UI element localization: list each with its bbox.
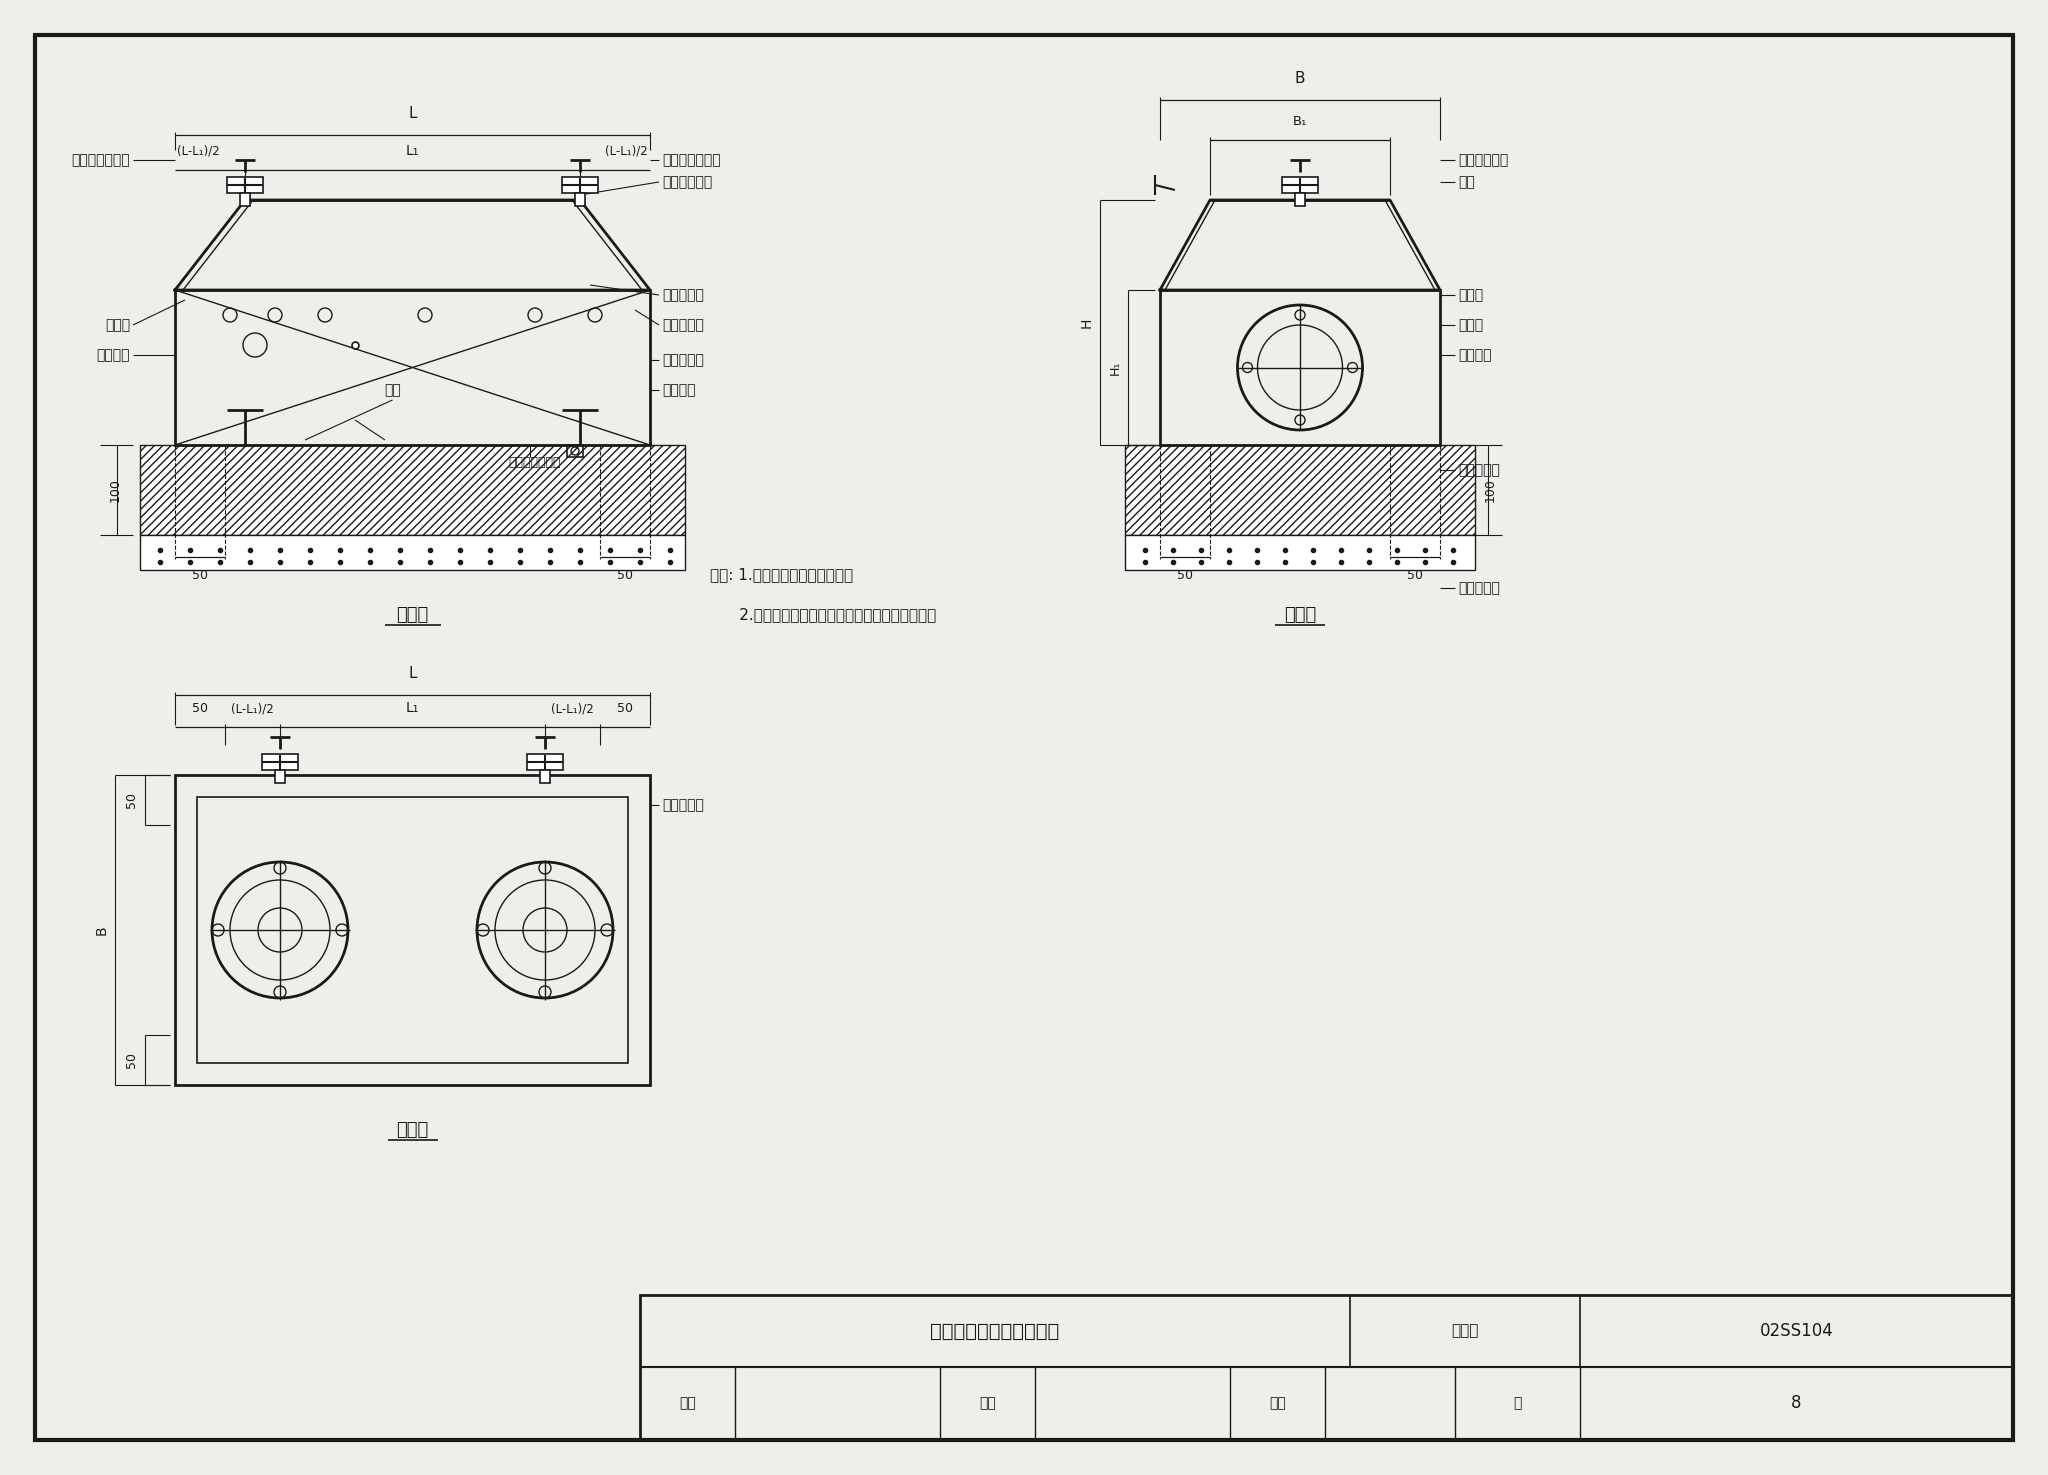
Text: 计时器: 计时器 — [104, 319, 129, 332]
Text: 设计: 设计 — [1270, 1397, 1286, 1410]
Text: 02SS104: 02SS104 — [1759, 1322, 1833, 1339]
Text: 进（出）水口: 进（出）水口 — [1458, 153, 1507, 167]
Bar — [1124, 535, 1475, 569]
Text: 平面图: 平面图 — [397, 1121, 428, 1139]
Bar — [1294, 193, 1305, 206]
Text: 50: 50 — [125, 792, 139, 808]
Bar — [526, 754, 563, 770]
Text: 混凝土基础: 混凝土基础 — [1458, 463, 1499, 476]
Text: 50: 50 — [193, 702, 209, 715]
Text: 电控柜: 电控柜 — [1458, 288, 1483, 302]
Bar — [541, 770, 551, 783]
Text: 100: 100 — [109, 478, 121, 502]
Bar — [139, 445, 684, 535]
Text: 电源插座: 电源插座 — [1458, 348, 1491, 361]
Text: (L-L₁)/2: (L-L₁)/2 — [231, 702, 274, 715]
Text: L: L — [408, 106, 416, 121]
Bar — [1282, 177, 1319, 193]
Text: 立面图: 立面图 — [397, 606, 428, 624]
Bar — [174, 774, 649, 1086]
Text: 紫外线消毒器（上向式）: 紫外线消毒器（上向式） — [930, 1322, 1059, 1341]
Text: B: B — [94, 925, 109, 935]
Text: (L-L₁)/2: (L-L₁)/2 — [551, 702, 594, 715]
Text: L: L — [408, 667, 416, 681]
Text: L₁: L₁ — [406, 145, 420, 158]
Text: 地面或楼板: 地面或楼板 — [1458, 581, 1499, 594]
Bar — [1159, 291, 1440, 445]
Text: 取样口、排气口: 取样口、排气口 — [72, 153, 129, 167]
Text: 侧面图: 侧面图 — [1284, 606, 1317, 624]
Text: 电源开关: 电源开关 — [96, 348, 129, 361]
Bar — [274, 770, 285, 783]
Text: 50: 50 — [125, 1052, 139, 1068]
Text: 说明: 1.进出水方向可任意互换。: 说明: 1.进出水方向可任意互换。 — [711, 568, 854, 583]
Text: 图集号: 图集号 — [1452, 1323, 1479, 1338]
Bar — [262, 754, 299, 770]
Text: B: B — [1294, 71, 1305, 86]
Bar — [575, 193, 586, 206]
Text: 50: 50 — [616, 702, 633, 715]
Text: 混凝土基础: 混凝土基础 — [662, 798, 705, 813]
Text: 50: 50 — [1178, 569, 1194, 583]
Text: (L-L₁)/2: (L-L₁)/2 — [176, 145, 219, 158]
Text: 校对: 校对 — [979, 1397, 995, 1410]
Bar — [561, 177, 598, 193]
Text: 保险管: 保险管 — [1458, 319, 1483, 332]
Bar — [1124, 445, 1475, 535]
Text: 2.图中未标注尺寸详见有关生产厂家产品样本。: 2.图中未标注尺寸详见有关生产厂家产品样本。 — [711, 608, 936, 622]
Text: 进（出）水口: 进（出）水口 — [662, 176, 713, 189]
Text: 50: 50 — [193, 569, 209, 583]
Text: 自动控制器: 自动控制器 — [662, 353, 705, 367]
Text: 手动开关: 手动开关 — [662, 384, 696, 397]
Text: B₁: B₁ — [1292, 115, 1307, 128]
Text: 50: 50 — [1407, 569, 1423, 583]
Bar — [567, 445, 584, 457]
Text: H₁: H₁ — [1108, 360, 1122, 375]
Text: 8: 8 — [1792, 1394, 1802, 1413]
Text: 50: 50 — [616, 569, 633, 583]
Text: 支架: 支架 — [385, 384, 401, 397]
Text: L₁: L₁ — [406, 701, 420, 715]
Text: 电源指示灯: 电源指示灯 — [662, 319, 705, 332]
Text: 审核: 审核 — [680, 1397, 696, 1410]
Bar — [639, 1295, 2013, 1440]
Text: (L-L₁)/2: (L-L₁)/2 — [606, 145, 647, 158]
Text: 杀菌指示灯: 杀菌指示灯 — [662, 288, 705, 302]
Bar — [139, 535, 684, 569]
Text: 100: 100 — [1483, 478, 1497, 502]
Bar — [174, 291, 649, 445]
Bar — [227, 177, 262, 193]
Text: 排污口（放空）: 排污口（放空） — [508, 456, 561, 469]
Text: H: H — [1079, 317, 1094, 327]
Bar — [197, 796, 629, 1063]
Text: 页: 页 — [1513, 1397, 1522, 1410]
Text: 灯管: 灯管 — [1458, 176, 1475, 189]
Text: 取样口、排气口: 取样口、排气口 — [662, 153, 721, 167]
Bar — [240, 193, 250, 206]
